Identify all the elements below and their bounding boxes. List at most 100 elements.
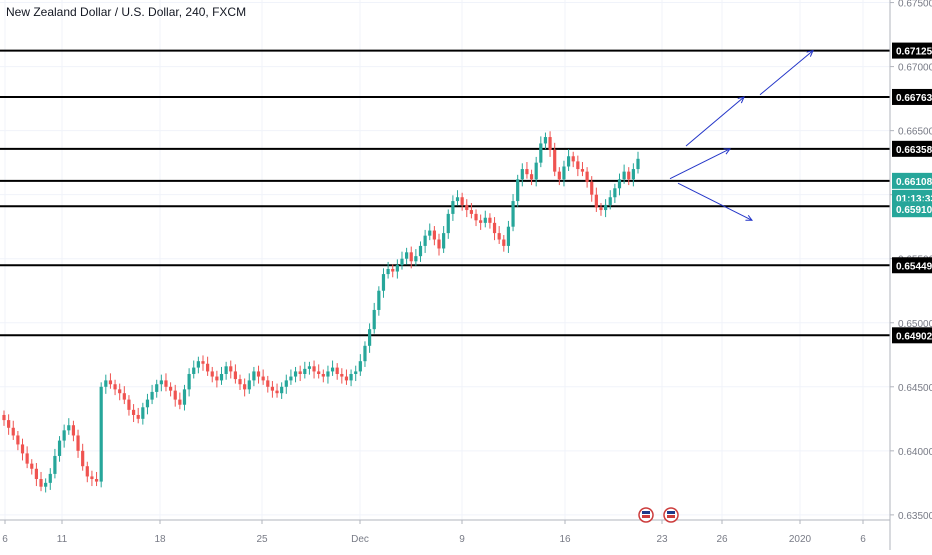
candle-body (525, 169, 529, 175)
candle-body (631, 169, 635, 180)
candle-body (428, 230, 432, 236)
candle-body (30, 463, 34, 469)
candle-body (215, 376, 219, 381)
candle-body (201, 361, 205, 364)
projection-arrow (759, 51, 813, 96)
candle-body (469, 210, 474, 214)
price-label-box (892, 257, 932, 274)
x-tick-label: 23 (656, 534, 668, 545)
y-tick-label: 0.65000 (898, 319, 932, 330)
price-label-text: 01:13:33 (896, 194, 932, 205)
candle-body (474, 213, 478, 221)
candle-body (627, 171, 631, 180)
candle-body (178, 399, 182, 405)
y-tick-label: 0.63500 (898, 511, 932, 522)
candle-body (562, 166, 566, 180)
candle-body (7, 420, 11, 428)
candle-body (312, 366, 316, 372)
candle-body (182, 389, 187, 405)
candle-body (2, 414, 6, 421)
candle-body (307, 366, 312, 369)
candle-body (131, 409, 136, 415)
candle-body (576, 161, 580, 170)
candle-body (372, 309, 376, 330)
candle-body (483, 217, 487, 223)
x-tick-label: 6 (2, 534, 8, 545)
candle-body (298, 371, 302, 374)
candle-body (256, 371, 261, 377)
projection-arrow (669, 149, 730, 180)
candle-body (76, 435, 80, 451)
candle-body (529, 174, 534, 180)
y-tick-label: 0.64000 (898, 447, 932, 458)
candle-body (113, 384, 117, 390)
candle-body (326, 371, 330, 377)
candle-body (594, 194, 598, 208)
candle-body (340, 373, 344, 377)
candle-body (599, 207, 603, 211)
flag-stripe-icon (667, 511, 675, 514)
x-tick-label: 26 (716, 534, 728, 545)
price-label-text: 0.66358 (896, 145, 932, 156)
y-tick-label: 0.64500 (898, 383, 932, 394)
price-label-text: 0.66763 (896, 93, 932, 104)
candle-body (25, 453, 29, 464)
x-tick-label: 9 (459, 534, 465, 545)
candle-body (613, 188, 617, 198)
candle-body (270, 386, 275, 391)
candle-body (57, 440, 62, 456)
candle-body (187, 373, 191, 390)
candle-body (118, 389, 122, 394)
candle-body (497, 233, 501, 240)
price-label-box (892, 327, 932, 344)
candle-body (391, 268, 395, 272)
candle-body (71, 425, 76, 436)
candle-body (405, 252, 409, 259)
candle-body (192, 367, 196, 374)
candle-body (81, 450, 85, 467)
candle-body (409, 252, 413, 262)
price-label-text: 0.65910 (896, 205, 932, 216)
candle-body (238, 379, 242, 385)
candle-body (553, 149, 557, 172)
candle-body (349, 373, 353, 381)
candle-body (381, 274, 386, 291)
x-tick-label: 11 (57, 534, 68, 545)
candle-body (367, 329, 372, 346)
chart-title: New Zealand Dollar / U.S. Dollar, 240, F… (6, 5, 247, 19)
candle-body (622, 171, 626, 180)
candle-body (432, 230, 436, 240)
candle-body (155, 384, 159, 392)
candle-body (492, 222, 497, 234)
candle-body (608, 197, 612, 205)
candle-body (543, 137, 548, 144)
x-tick-label: 16 (559, 534, 571, 545)
y-tick-label: 0.67500 (898, 0, 932, 10)
price-label-box (892, 42, 932, 59)
candle-body (229, 366, 233, 372)
candle-body (617, 179, 622, 189)
candle-body (233, 371, 237, 380)
candle-body (150, 391, 154, 400)
candle-body (414, 256, 418, 262)
candle-body (455, 197, 460, 202)
candle-body (247, 380, 251, 390)
candle-body (363, 345, 367, 362)
x-tick-label: 2020 (789, 534, 812, 545)
price-label-box (892, 88, 932, 105)
candle-body (335, 367, 339, 374)
price-label-box (892, 172, 932, 189)
candle-body (451, 201, 455, 214)
x-tick-label: Dec (351, 534, 369, 545)
candle-body (418, 245, 423, 257)
x-tick-label: 6 (860, 534, 866, 545)
candle-body (90, 476, 94, 480)
candle-body (275, 390, 279, 394)
candle-body (580, 169, 585, 172)
candle-body (400, 258, 404, 266)
candle-body (557, 171, 561, 180)
candle-body (266, 380, 270, 387)
flag-stripe-icon (642, 511, 650, 514)
